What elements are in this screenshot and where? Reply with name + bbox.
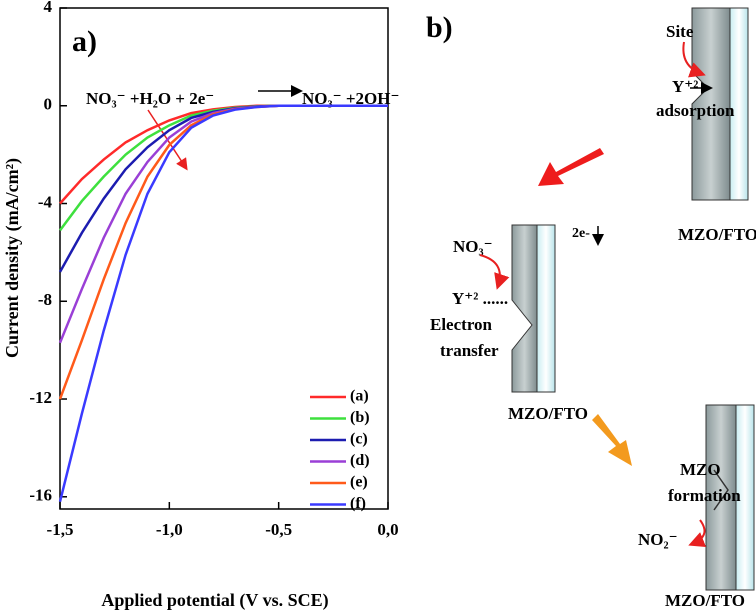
arrow <box>479 254 510 290</box>
y-tick-label: 4 <box>44 0 53 16</box>
data-line <box>58 104 388 400</box>
legend-label: (d) <box>350 452 370 469</box>
legend-label: (f) <box>350 495 366 512</box>
label: MZO <box>680 460 721 479</box>
y-axis-title: Current density (mA/cm²) <box>2 158 23 358</box>
label: transfer <box>440 341 499 360</box>
label: Y⁺² <box>672 77 698 96</box>
y-tick-label: -12 <box>29 388 52 407</box>
label: adsorption <box>656 101 735 120</box>
legend-label: (a) <box>350 388 369 405</box>
legend-label: (c) <box>350 431 368 448</box>
arrow <box>682 41 706 78</box>
arrow <box>688 519 707 547</box>
label: 2e- <box>572 226 590 241</box>
x-tick-label: -1,0 <box>156 520 183 539</box>
label: MZO/FTO <box>678 225 756 244</box>
data-line <box>58 104 388 273</box>
y-tick-label: 0 <box>44 95 53 114</box>
fto-layer <box>536 224 556 393</box>
fto-layer <box>729 7 749 201</box>
label: Electron <box>430 315 493 334</box>
label: NO₂⁻ <box>638 530 678 549</box>
notch <box>713 469 729 511</box>
diagram: b) Site Y⁺² adsorption MZO/FTO 2e- NO₃⁻ … <box>426 7 756 610</box>
step-arrow <box>538 148 604 186</box>
plot-frame <box>59 7 389 510</box>
data-line <box>58 104 388 502</box>
x-tick-label: -0,5 <box>265 520 292 539</box>
label: Y⁺² ...... <box>452 289 508 308</box>
label: formation <box>668 486 741 505</box>
chart: a) NO₃⁻ +H₂O + 2e⁻ NO₃⁻ +2OH⁻ Applied po… <box>2 0 399 611</box>
y-tick-label: -16 <box>29 486 52 505</box>
x-tick-label: 0,0 <box>377 520 398 539</box>
label: Site <box>666 22 694 41</box>
panel-label: b) <box>426 11 453 44</box>
annotation: NO₃⁻ +2OH⁻ <box>302 89 399 108</box>
label: MZO/FTO <box>665 591 745 610</box>
y-tick-label: -8 <box>38 290 52 309</box>
x-tick-label: -1,5 <box>47 520 74 539</box>
data-line <box>59 104 388 205</box>
panel-label: a) <box>72 25 97 58</box>
annotation: NO₃⁻ +H₂O + 2e⁻ <box>86 89 214 108</box>
electrode <box>511 224 538 393</box>
electrode <box>705 404 737 591</box>
data-line <box>58 104 388 232</box>
step-arrow <box>592 414 632 466</box>
legend-label: (e) <box>350 474 368 491</box>
label: NO₃⁻ <box>453 237 493 256</box>
label: MZO/FTO <box>508 404 588 423</box>
legend-label: (b) <box>350 409 370 426</box>
fto-layer <box>735 404 755 591</box>
x-axis-title: Applied potential (V vs. SCE) <box>101 590 328 611</box>
y-tick-label: -4 <box>38 192 53 211</box>
